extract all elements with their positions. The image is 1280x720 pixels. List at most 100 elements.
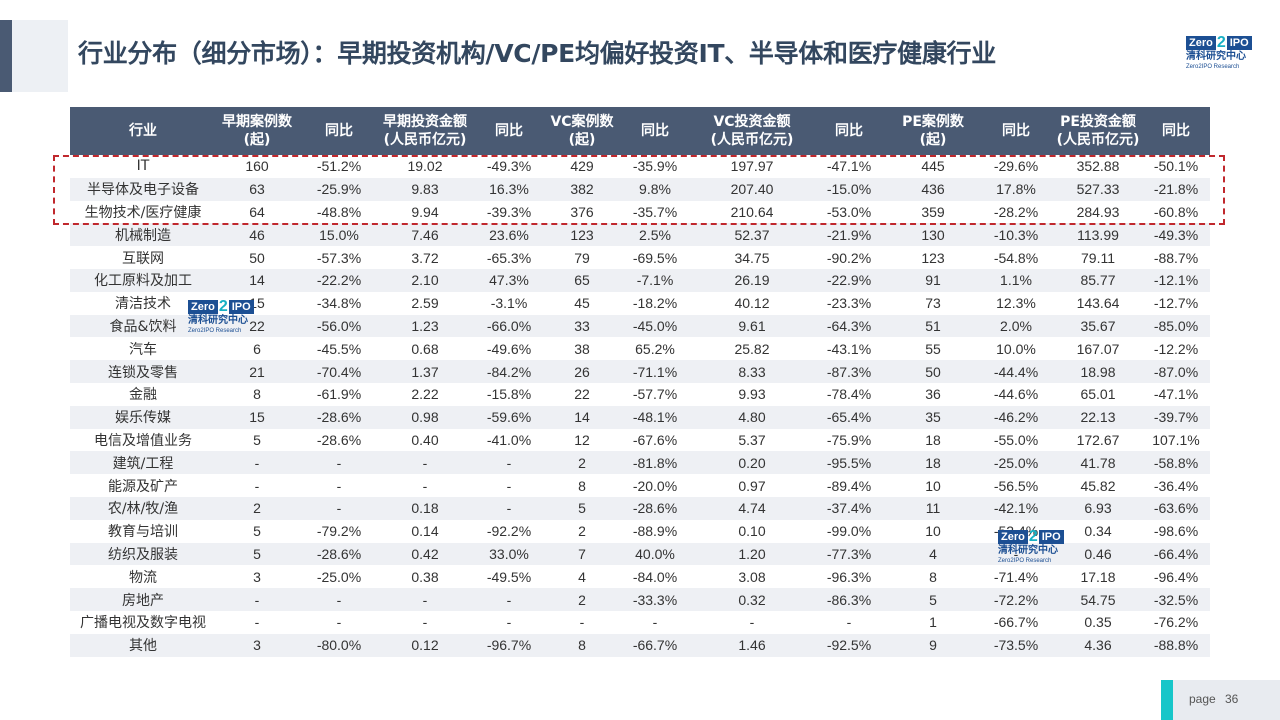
- table-cell: -61.9%: [298, 382, 380, 406]
- table-cell: -: [380, 610, 470, 634]
- table-row: 机械制造 46 15.0% 7.46 23.6% 123 2.5% 52.37 -21.9% 13…: [70, 223, 1210, 247]
- table-cell: 85.77: [1054, 268, 1142, 292]
- page-number: 36: [1225, 692, 1239, 706]
- logo-brand-num: 2: [1216, 34, 1226, 51]
- table-cell: -10.3%: [978, 223, 1054, 247]
- table-cell: -59.6%: [470, 405, 548, 429]
- table-cell: 0.10: [694, 519, 810, 543]
- table-cell: 22: [216, 314, 298, 338]
- table-cell: 73: [888, 291, 978, 315]
- table-cell: 130: [888, 223, 978, 247]
- table-cell: -63.6%: [1142, 496, 1210, 520]
- table-cell: 16.3%: [470, 177, 548, 201]
- industry-cell: 汽车: [70, 337, 216, 361]
- table-cell: -: [298, 588, 380, 611]
- industry-cell: 物流: [70, 565, 216, 589]
- table-cell: 9.83: [380, 177, 470, 201]
- table-cell: 33: [548, 314, 616, 338]
- table-cell: -87.3%: [810, 360, 888, 383]
- column-header-line: (人民币亿元): [710, 132, 794, 148]
- table-row: 农/林/牧/渔 2-0.18-5 -28.6% 4.74 -37.4% 11 -42.1% 6…: [70, 496, 1210, 520]
- watermark-brand: Zero: [188, 300, 218, 314]
- table-cell: -22.2%: [298, 268, 380, 292]
- column-header: 同比: [1142, 107, 1210, 155]
- table-cell: 3.08: [694, 565, 810, 589]
- table-cell: 4: [548, 565, 616, 589]
- table-row: 广播电视及数字电视 - - - - - - - -1 -66.7% 0.35 -76.2%: [70, 610, 1210, 634]
- table-cell: -56.0%: [298, 314, 380, 338]
- column-header-line: 同比: [495, 123, 523, 139]
- table-cell: 45.82: [1054, 474, 1142, 497]
- table-cell: 5: [216, 428, 298, 452]
- table-cell: -: [298, 474, 380, 497]
- table-cell: 23.6%: [470, 223, 548, 247]
- table-cell: -: [978, 542, 1054, 566]
- column-header-line: VC投资金额: [713, 114, 791, 130]
- column-header-line: 行业: [129, 123, 157, 139]
- table-cell: -78.4%: [810, 382, 888, 406]
- table-cell: -96.4%: [1142, 565, 1210, 589]
- table-cell: -66.0%: [470, 314, 548, 338]
- table-cell: 9.8%: [616, 177, 694, 201]
- table-cell: -54.8%: [978, 246, 1054, 269]
- industry-cell: 纺织及服装: [70, 542, 216, 566]
- column-header-line: VC案例数: [550, 114, 614, 130]
- table-cell: -35.7%: [616, 200, 694, 224]
- column-header-line: (起): [919, 132, 947, 148]
- table-row: 娱乐传媒 15 -28.6% 0.98 -59.6% 14 -48.1% 4.80 -65.4%…: [70, 405, 1210, 429]
- table-cell: -25.0%: [298, 565, 380, 589]
- table-row: 汽车 6 -45.5% 0.68 -49.6% 38 65.2% 25.82 -43.1% 55 1…: [70, 337, 1210, 361]
- table-cell: 1.20: [694, 542, 810, 566]
- table-cell: 160: [216, 155, 298, 178]
- table-cell: 1.37: [380, 360, 470, 383]
- table-cell: -: [380, 588, 470, 611]
- table-cell: 38: [548, 337, 616, 361]
- table-cell: 2.22: [380, 382, 470, 406]
- table-cell: -51.2%: [298, 155, 380, 178]
- table-cell: 0.34: [1054, 519, 1142, 543]
- table-cell: -29.6%: [978, 155, 1054, 178]
- table-cell: 2.0%: [978, 314, 1054, 338]
- table-cell: -49.5%: [470, 565, 548, 589]
- table-cell: -99.0%: [810, 519, 888, 543]
- industry-cell: 能源及矿产: [70, 474, 216, 497]
- table-cell: 0.42: [380, 542, 470, 566]
- column-header: 早期案例数 (起): [216, 107, 298, 155]
- table-cell: 5: [548, 496, 616, 520]
- table-cell: -67.6%: [616, 428, 694, 452]
- table-cell: -72.2%: [978, 588, 1054, 611]
- table-cell: -66.7%: [978, 610, 1054, 634]
- watermark-cn-text: 清科研究中心: [998, 545, 1058, 556]
- table-cell: 46: [216, 223, 298, 247]
- table-cell: -21.9%: [810, 223, 888, 247]
- column-header-line: (人民币亿元): [383, 132, 467, 148]
- table-cell: -57.7%: [616, 382, 694, 406]
- table-cell: -75.9%: [810, 428, 888, 452]
- industry-cell: 互联网: [70, 246, 216, 269]
- column-header-line: 早期案例数: [222, 114, 292, 130]
- table-row: 纺织及服装 5 -28.6% 0.42 33.0% 7 40.0% 1.20 -77.3% 4-0…: [70, 542, 1210, 566]
- table-cell: 18.98: [1054, 360, 1142, 383]
- table-cell: -73.5%: [978, 633, 1054, 657]
- page-title: 行业分布（细分市场）：早期投资机构/VC/PE均偏好投资IT、半导体和医疗健康行…: [78, 39, 996, 68]
- table-cell: 0.14: [380, 519, 470, 543]
- table-cell: 40.0%: [616, 542, 694, 566]
- watermark-brand-suffix: IPO: [228, 300, 254, 314]
- title-accent-bar: [0, 20, 12, 92]
- column-header-line: 同比: [1002, 123, 1030, 139]
- table-cell: 0.18: [380, 496, 470, 520]
- table-cell: 172.67: [1054, 428, 1142, 452]
- table-cell: 8: [548, 474, 616, 497]
- table-cell: -34.8%: [298, 291, 380, 315]
- table-cell: -21.8%: [1142, 177, 1210, 201]
- table-cell: -: [216, 474, 298, 497]
- table-cell: 107.1%: [1142, 428, 1210, 452]
- table-body: IT 160 -51.2% 19.02 -49.3% 429 -35.9% 197.97 -47…: [70, 155, 1210, 657]
- table-cell: 376: [548, 200, 616, 224]
- column-header: VC案例数 (起): [548, 107, 616, 155]
- table-cell: -77.3%: [810, 542, 888, 566]
- column-header-line: (起): [243, 132, 271, 148]
- table-cell: -: [470, 588, 548, 611]
- table-cell: -92.2%: [470, 519, 548, 543]
- table-cell: -: [694, 610, 810, 634]
